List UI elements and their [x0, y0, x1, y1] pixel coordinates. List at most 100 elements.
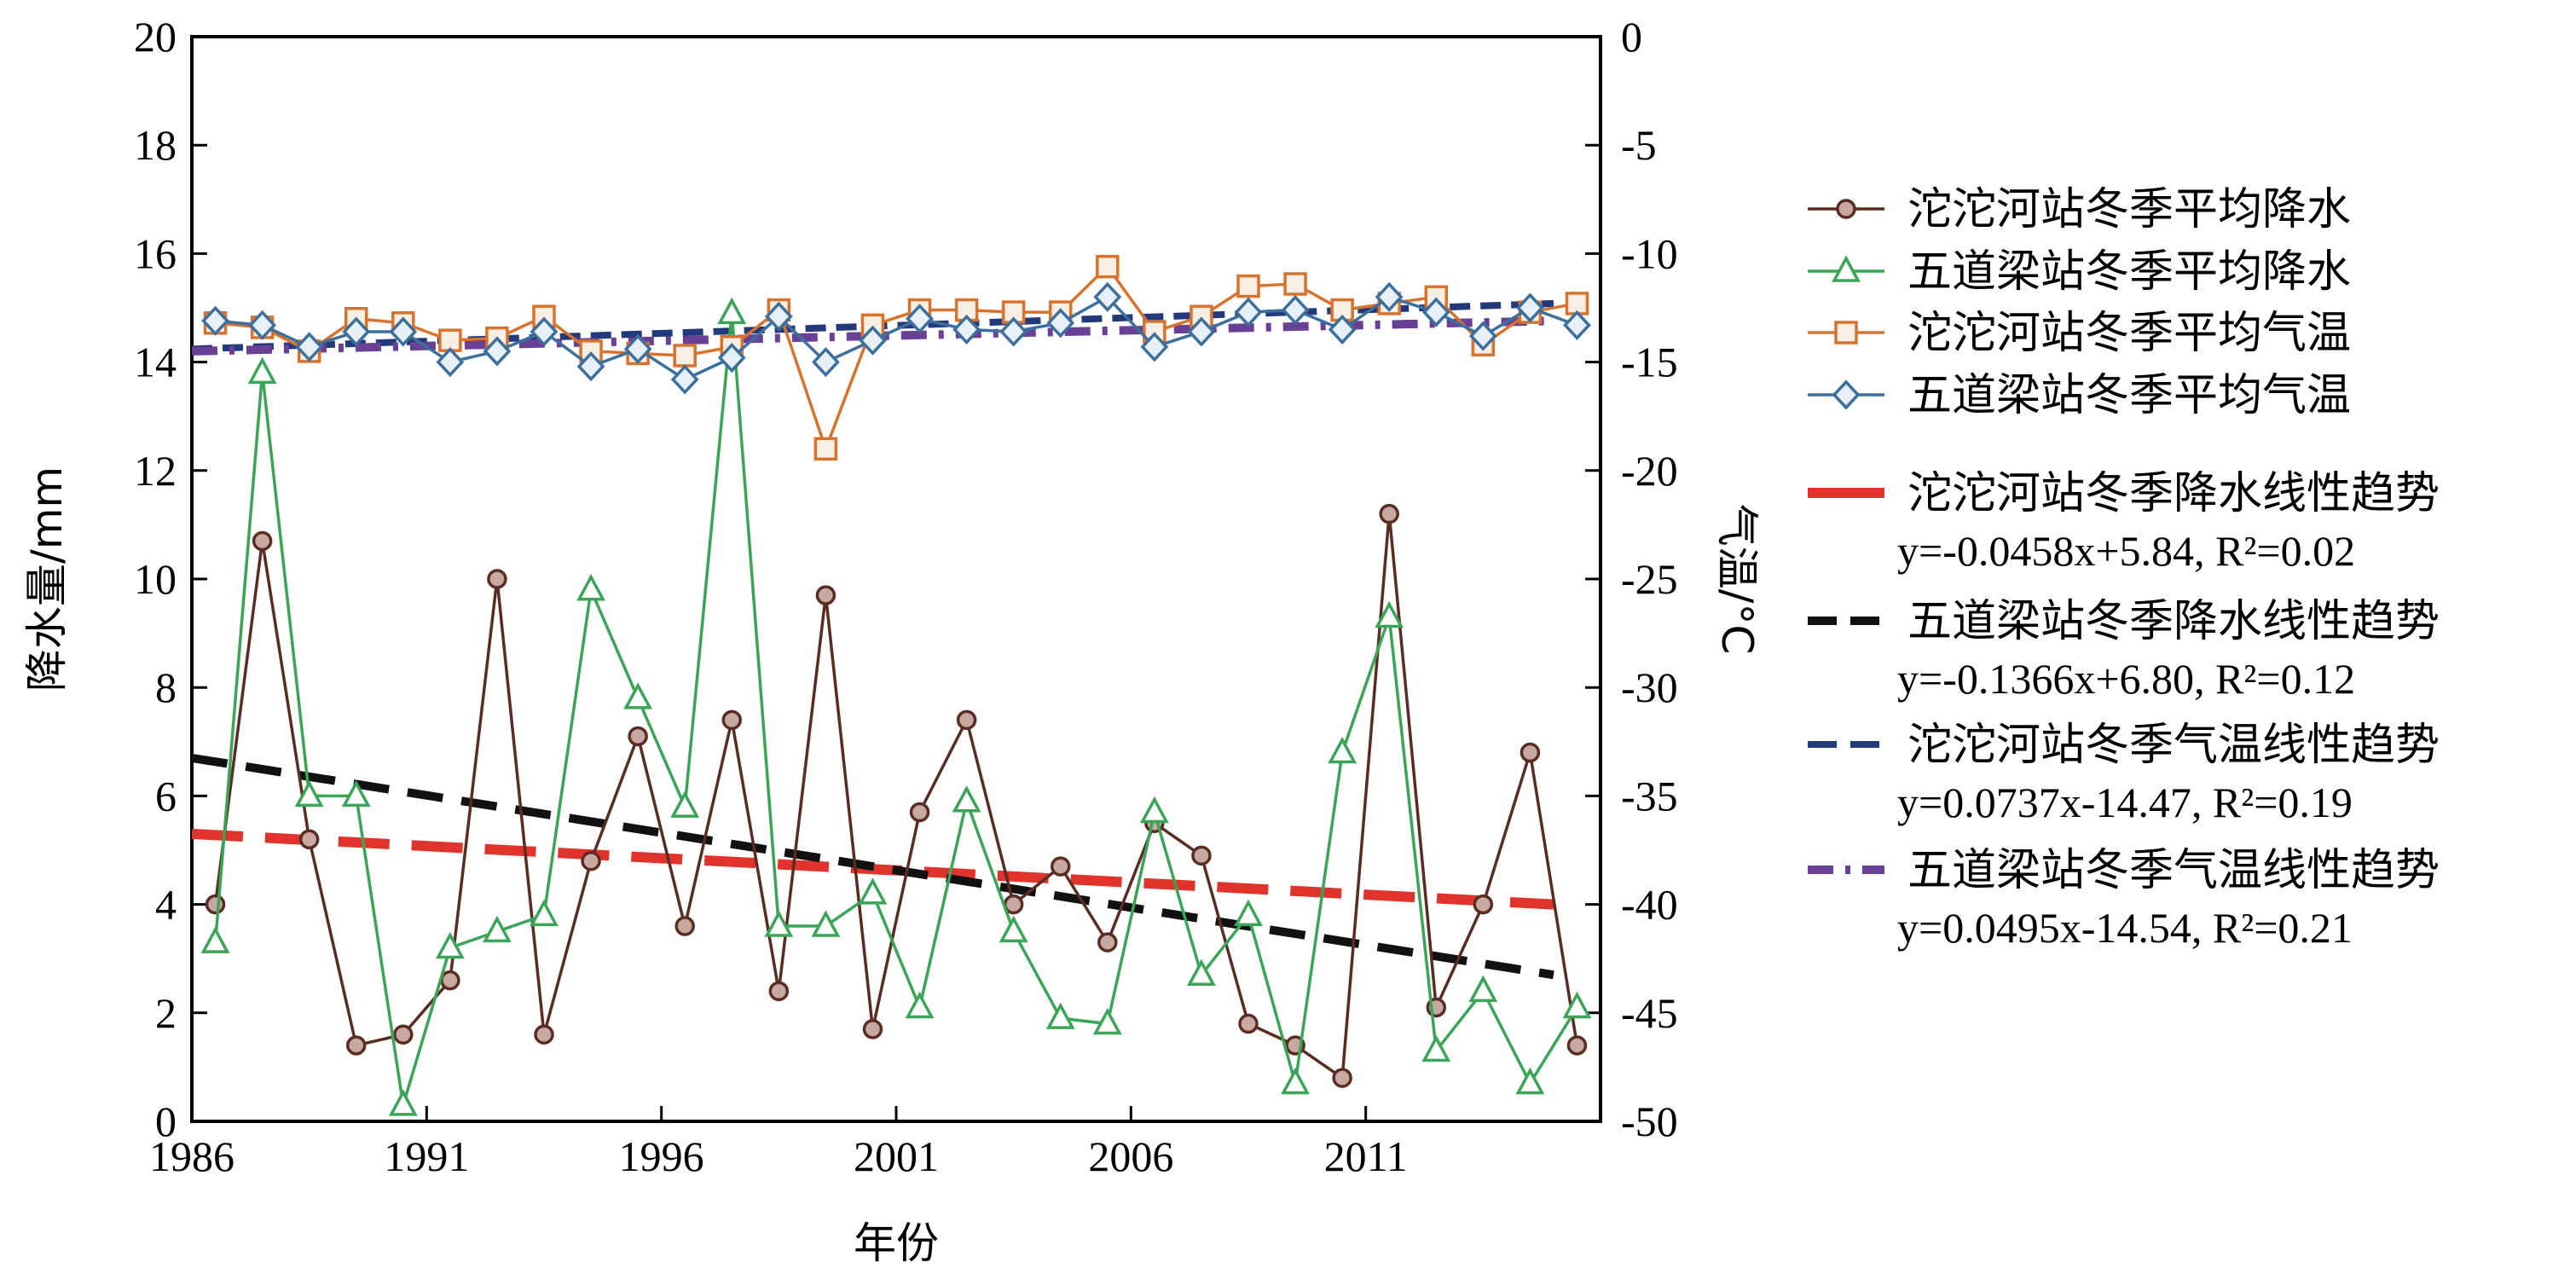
legend-label-1: 五道梁站冬季平均降水: [1907, 246, 2351, 298]
data-point: [1421, 297, 1450, 327]
data-point: [1096, 254, 1120, 279]
data-point: [1328, 314, 1357, 345]
y-left-tick-label: 14: [134, 339, 177, 386]
data-point: [717, 342, 746, 373]
data-point: [764, 301, 793, 332]
legend-trend-equation-2: y=0.0737x-14.47, R²=0.19: [1897, 779, 2353, 826]
legend-marker-2: [1834, 321, 1858, 345]
data-point: [341, 779, 371, 808]
data-point: [530, 899, 559, 927]
trendline-3: [191, 316, 1554, 356]
data-point: [1563, 310, 1591, 340]
y-left-tick-label: 6: [155, 772, 177, 819]
y-right-tick-label: -50: [1621, 1097, 1678, 1145]
data-point: [201, 305, 229, 336]
series-line-0: [213, 513, 1579, 1081]
legend-label-0: 沱沱河站冬季平均降水: [1907, 184, 2351, 235]
data-point: [247, 356, 277, 385]
data-point: [721, 709, 743, 731]
data-point: [298, 829, 320, 850]
data-point: [1379, 503, 1399, 524]
y-left-tick-label: 18: [134, 121, 177, 169]
data-point: [999, 316, 1028, 347]
data-point: [1187, 316, 1216, 347]
data-point: [576, 351, 605, 382]
data-point: [1332, 1068, 1352, 1088]
data-point: [200, 926, 230, 953]
y-left-tick-label: 20: [134, 13, 177, 61]
data-point: [483, 915, 512, 943]
data-point: [1003, 894, 1024, 915]
data-point: [1191, 845, 1212, 866]
data-point: [440, 970, 460, 991]
y-left-tick-label: 0: [155, 1097, 177, 1145]
data-point: [1093, 281, 1122, 312]
data-point: [1468, 975, 1498, 1003]
x-tick-label: 2006: [1088, 1132, 1173, 1180]
data-point: [1050, 856, 1071, 877]
data-point: [205, 894, 226, 915]
x-tick-label: 1986: [149, 1132, 234, 1180]
data-point: [1520, 742, 1541, 763]
data-point: [342, 316, 371, 347]
data-point: [294, 779, 324, 808]
data-point: [1234, 899, 1263, 927]
data-point: [768, 981, 790, 1002]
data-point: [345, 1035, 367, 1056]
data-point: [858, 877, 888, 905]
data-point: [530, 316, 559, 347]
data-point: [576, 574, 605, 601]
legend: 沱沱河站冬季平均降水五道梁站冬季平均降水沱沱河站冬季平均气温五道梁站冬季平均气温…: [1808, 184, 2440, 952]
series-line-2: [215, 263, 1577, 454]
legend-trend-equation-0: y=-0.0458x+5.84, R²=0.02: [1897, 527, 2355, 575]
data-point: [764, 910, 794, 937]
data-point: [1281, 294, 1310, 326]
data-point: [436, 347, 465, 378]
y-axis-left-title: 降水量/mm: [22, 466, 72, 692]
y-right-tick-label: -10: [1621, 229, 1678, 277]
legend-trend-equation-3: y=0.0495x-14.54, R²=0.21: [1897, 904, 2353, 952]
data-point: [295, 332, 324, 362]
data-point: [1140, 332, 1169, 362]
legend-trend-equation-1: y=-0.1366x+6.80, R²=0.12: [1897, 655, 2355, 703]
data-point: [1238, 1013, 1259, 1034]
y-left-tick-label: 12: [134, 447, 177, 495]
data-point: [1046, 308, 1075, 339]
data-point: [393, 1024, 414, 1045]
data-point: [1236, 274, 1260, 298]
data-point: [815, 585, 836, 605]
data-point: [956, 709, 977, 731]
data-point: [859, 325, 887, 356]
data-point: [248, 310, 276, 340]
series-2: [203, 254, 1589, 461]
y-right-tick-label: -45: [1621, 989, 1678, 1037]
data-point: [1375, 600, 1404, 628]
data-point: [487, 569, 507, 589]
data-point: [1045, 1002, 1075, 1029]
data-point: [623, 682, 653, 709]
legend-trend-label-2: 沱沱河站冬季气温线性趋势: [1907, 720, 2440, 771]
y-axis-right-title: 气温/°C: [1712, 504, 1762, 655]
data-point: [999, 915, 1028, 943]
legend-marker-3: [1832, 379, 1861, 410]
legend-marker-0: [1836, 199, 1856, 219]
data-point: [952, 785, 981, 813]
y-right-tick-label: -35: [1621, 772, 1678, 819]
data-point: [1562, 991, 1592, 1019]
data-point: [534, 1024, 554, 1045]
y-right-tick-label: -15: [1621, 339, 1678, 386]
data-point: [1421, 1034, 1451, 1062]
data-point: [1187, 958, 1216, 987]
y-left-tick-label: 8: [155, 663, 177, 711]
series-1: [200, 297, 1592, 1116]
legend-label-3: 五道梁站冬季平均气温: [1907, 370, 2351, 421]
data-point: [435, 931, 465, 959]
y-left-tick-label: 4: [155, 881, 177, 929]
data-point: [717, 297, 747, 325]
data-point: [1516, 292, 1544, 323]
y-right-tick-label: 0: [1621, 13, 1642, 61]
data-point: [906, 304, 934, 334]
data-point: [1281, 1067, 1310, 1095]
data-point: [1566, 1035, 1588, 1056]
data-point: [483, 336, 512, 367]
